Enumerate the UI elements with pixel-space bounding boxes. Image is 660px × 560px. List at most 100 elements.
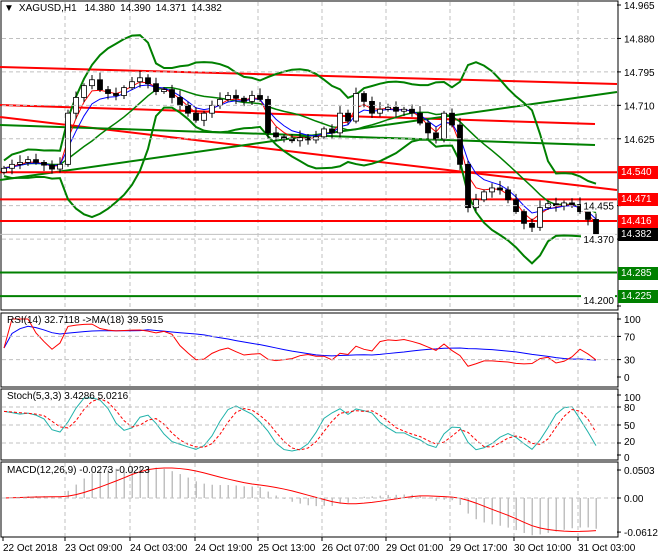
macd-histogram-bar <box>171 471 173 498</box>
candle <box>489 183 495 198</box>
candle-body-bull <box>321 128 327 138</box>
candle <box>569 198 575 209</box>
macd-histogram-bar <box>251 486 253 498</box>
price-tick-label: 14.710 <box>624 101 655 112</box>
macd-histogram-bar <box>123 467 125 498</box>
price-tick-label: 14.795 <box>624 68 655 79</box>
candle <box>441 110 447 143</box>
candle-body-bear <box>177 97 183 106</box>
candle-body-bear <box>569 202 575 205</box>
time-axis-label: 29 Oct 01:00 <box>386 543 444 554</box>
macd-histogram-bar <box>507 498 509 528</box>
candle-body-bull <box>81 85 87 98</box>
macd-histogram-bar <box>299 498 301 504</box>
macd-histogram-bar <box>323 498 325 506</box>
price-level-label: 14.540 <box>618 166 658 180</box>
time-axis-label: 30 Oct 10:00 <box>514 543 572 554</box>
candle-body-bull <box>537 207 543 228</box>
candle-body-bear <box>465 163 471 209</box>
candle <box>505 186 511 204</box>
candle <box>17 155 23 170</box>
candle-body-bear <box>233 95 239 99</box>
macd-histogram-bar <box>211 484 213 498</box>
candle <box>249 90 255 105</box>
macd-histogram-bar <box>75 484 77 498</box>
macd-histogram-bar <box>227 485 229 498</box>
macd-histogram-bar <box>483 498 485 523</box>
stoch-label: Stoch(5,3,3) 3.4286 5.0216 <box>7 391 129 402</box>
indicator-tick-label: 0.0503 <box>624 466 655 477</box>
macd-histogram-bar <box>203 483 205 498</box>
candle-body-bull <box>129 81 135 89</box>
candle-body-bull <box>385 106 391 110</box>
low-value: 14.371 <box>155 3 187 14</box>
candle-body-bear <box>41 161 47 166</box>
candle-body-bull <box>353 93 359 122</box>
macd-histogram-bar <box>419 496 421 498</box>
candle <box>377 102 383 117</box>
candle <box>513 193 519 214</box>
macd-histogram-bar <box>395 494 397 498</box>
price-level-label: 14.416 <box>618 215 658 228</box>
macd-histogram-bar <box>563 498 565 530</box>
candle <box>449 108 455 128</box>
candle-body-bull <box>121 87 127 96</box>
macd-histogram-bar <box>267 491 269 498</box>
indicator-tick-label: 80 <box>624 403 636 414</box>
candle-body-bear <box>49 164 55 170</box>
price-tick-label: 14.625 <box>624 135 655 146</box>
price-tick-label: 14.370 <box>583 235 614 246</box>
macd-histogram-bar <box>363 496 365 498</box>
macd-histogram-bar <box>571 498 573 529</box>
indicator-tick-label: -0.0612 <box>624 528 658 539</box>
candle-body-bear <box>105 89 111 94</box>
candle <box>121 85 127 100</box>
macd-histogram-bar <box>243 486 245 498</box>
macd-histogram-bar <box>91 473 93 498</box>
time-axis-label: 22 Oct 2018 <box>3 543 58 554</box>
macd-histogram-bar <box>347 498 349 503</box>
indicator-tick-label: 0.00 <box>624 494 644 505</box>
candle-body-bull <box>217 99 223 106</box>
candle-body-bear <box>521 211 527 224</box>
candle-body-bull <box>57 163 63 170</box>
candle-body-bull <box>161 89 167 92</box>
candle-body-bull <box>337 112 343 134</box>
candle <box>393 101 399 118</box>
indicator-tick-label: 50 <box>624 421 636 432</box>
rsi-line <box>3 318 597 367</box>
macd-histogram-bar <box>83 478 85 498</box>
macd-signal-line <box>3 467 597 532</box>
macd-histogram-bar <box>459 498 461 506</box>
candle-body-bull <box>25 159 31 163</box>
candle <box>473 193 479 212</box>
macd-histogram-bar <box>339 498 341 504</box>
price-tick-label: 14.200 <box>583 296 614 307</box>
resistance-trendline <box>0 66 618 85</box>
dropdown-triangle-icon[interactable]: ▼ <box>4 3 14 14</box>
macd-histogram-bar <box>587 498 589 528</box>
indicator-tick-label: 100 <box>624 393 641 404</box>
candle-body-bear <box>361 93 367 102</box>
candle <box>89 75 95 90</box>
candle-body-bull <box>201 112 207 121</box>
candle <box>169 84 175 104</box>
stoch-signal-line <box>3 398 597 451</box>
macd-histogram-bar <box>291 498 293 502</box>
candle-body-bull <box>473 199 479 209</box>
candle-body-bull <box>377 108 383 114</box>
candle <box>65 109 71 167</box>
candle <box>273 126 279 142</box>
indicator-tick-label: 0 <box>624 373 630 384</box>
candle <box>113 87 119 101</box>
indicator-tick-label: 20 <box>624 437 636 448</box>
candle-body-bear <box>345 112 351 122</box>
candle <box>1 165 7 175</box>
candle <box>337 106 343 138</box>
candle-body-bear <box>97 79 103 90</box>
time-axis-label: 31 Oct 03:00 <box>578 543 636 554</box>
candle <box>313 130 319 144</box>
macd-histogram-bar <box>131 466 133 498</box>
candle <box>369 96 375 118</box>
